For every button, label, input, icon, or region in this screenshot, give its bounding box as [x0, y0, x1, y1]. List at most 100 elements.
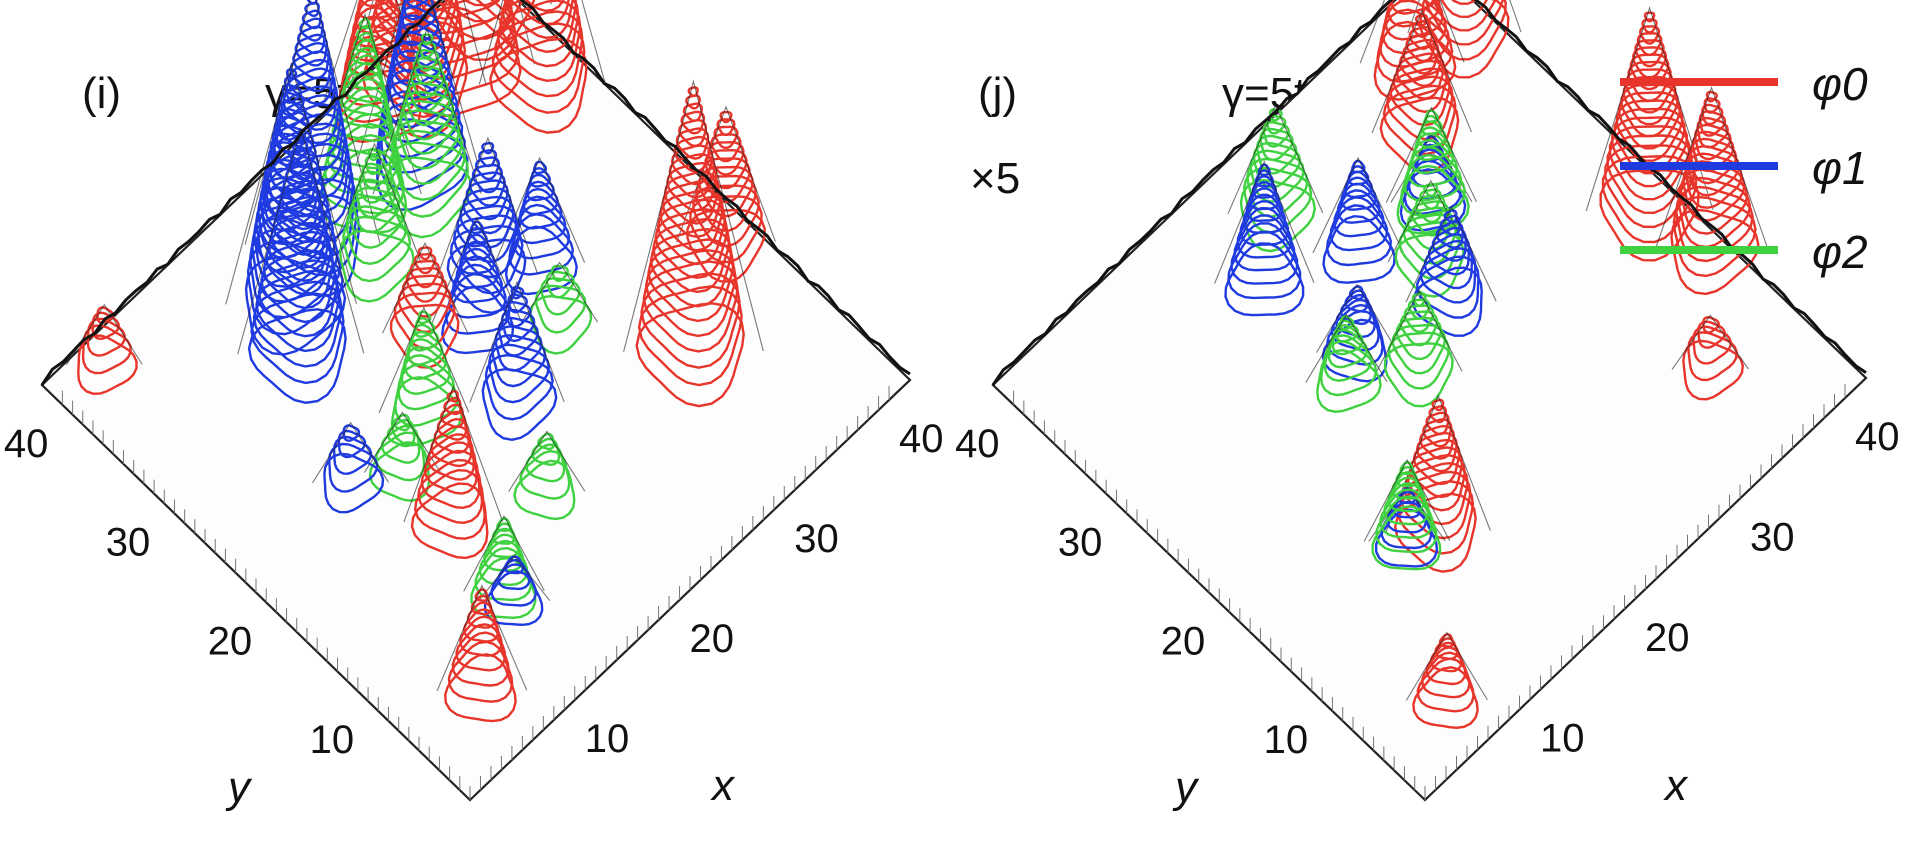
contour-ring — [1424, 0, 1504, 46]
contour-ring — [378, 102, 466, 191]
contour-ring — [673, 135, 712, 173]
contour-ring — [1406, 206, 1454, 251]
contour-ring — [1233, 214, 1296, 272]
contour-ring — [1414, 194, 1446, 224]
plot-area: 10 20 30 40 10 20 30 40 — [955, 0, 1900, 802]
contour-ring — [716, 118, 736, 137]
contour-ring — [382, 79, 461, 158]
contour-ring — [1427, 233, 1471, 276]
contour-ring — [407, 73, 449, 113]
contour-ring — [273, 115, 312, 154]
contour-ring — [1639, 25, 1661, 45]
y-tick-label: 10 — [310, 718, 355, 762]
contour-ring — [426, 0, 536, 61]
contour-ring — [1259, 127, 1294, 162]
contour-ring — [374, 431, 426, 482]
peak-outline — [1316, 283, 1399, 353]
y-tick-label: 30 — [1058, 521, 1103, 565]
contour-ring — [1387, 331, 1450, 390]
contour-ring — [1634, 39, 1665, 68]
peak-outline — [1371, 9, 1473, 134]
contour-ring — [403, 338, 448, 381]
contour-ring — [269, 212, 328, 269]
contour-ring — [462, 233, 492, 262]
contour-ring — [250, 292, 345, 385]
contour-ring — [522, 180, 559, 216]
contour-ring — [1380, 500, 1433, 550]
contour-ring — [386, 418, 416, 448]
contour-ring — [1399, 153, 1467, 217]
contour-ring — [408, 0, 520, 97]
contour-ring — [260, 249, 337, 324]
peak-outline — [237, 126, 365, 355]
y-tick-label: 20 — [1161, 619, 1206, 663]
contour-ring — [1227, 230, 1302, 300]
peak-outline — [1405, 631, 1488, 701]
contour-ring — [483, 533, 525, 572]
contour-ring — [635, 302, 745, 408]
contour-ring — [1431, 226, 1468, 262]
contour-ring — [327, 442, 379, 493]
contour-ring — [1393, 492, 1477, 573]
contour-ring — [452, 214, 521, 279]
peak-outline — [463, 514, 545, 592]
contour-ring — [682, 102, 704, 123]
contour-ring — [269, 132, 317, 180]
contour-ring — [1415, 431, 1458, 473]
x-axis-label: x — [1663, 761, 1689, 810]
contour-ring — [413, 252, 437, 275]
y-tick-label: 40 — [4, 422, 49, 466]
contour-ring — [491, 22, 586, 114]
contour-ring — [666, 161, 718, 212]
scale-note: ×5 — [970, 154, 1020, 203]
contour-ring — [332, 435, 373, 475]
peak-mark — [1305, 313, 1388, 414]
contour-ring — [423, 441, 478, 495]
peak-mark — [237, 126, 365, 405]
contour-ring — [462, 608, 500, 643]
contour-ring — [437, 0, 525, 40]
contour-ring — [1381, 0, 1448, 55]
contour-ring — [1410, 200, 1450, 237]
plot-area: 10 20 30 40 10 20 30 40 — [4, 0, 944, 802]
contour-ring — [397, 14, 443, 60]
contour-ring — [501, 0, 578, 54]
contour-ring — [518, 187, 563, 230]
contour-ring — [456, 204, 518, 264]
contour-ring — [1248, 181, 1281, 211]
peak-mark — [378, 306, 470, 447]
contour-ring — [1416, 657, 1475, 713]
contour-ring — [394, 22, 445, 73]
contour-ring — [1224, 242, 1305, 317]
contour-ring — [1435, 220, 1464, 249]
peak-mark — [1214, 160, 1315, 317]
contour-ring — [459, 240, 496, 275]
contour-ring — [647, 238, 735, 323]
contour-ring — [1418, 424, 1456, 460]
peak-mark — [623, 79, 764, 408]
contour-ring — [511, 203, 571, 260]
peak-outline — [363, 411, 441, 473]
peak-outline — [469, 280, 565, 403]
peak-outline — [1405, 205, 1497, 303]
contour-ring — [400, 345, 452, 396]
panel-label: (i) — [82, 69, 121, 118]
contour-ring — [436, 410, 468, 441]
contour-ring — [1413, 126, 1451, 162]
contour-ring — [713, 125, 739, 150]
contour-ring — [289, 50, 333, 93]
contour-ring — [1379, 488, 1434, 539]
contour-ring — [1687, 331, 1739, 382]
contour-ring — [1416, 255, 1480, 319]
contour-ring — [1611, 116, 1689, 188]
contour-ring — [1373, 20, 1457, 101]
peak-mark — [403, 385, 504, 560]
plot-floor — [40, 0, 912, 802]
contour-ring — [1696, 116, 1730, 149]
peak-outline — [1305, 313, 1388, 383]
contour-ring — [1382, 84, 1457, 156]
contour-ring — [420, 33, 434, 46]
peak-mark — [411, 0, 552, 61]
contour-ring — [1408, 25, 1434, 51]
